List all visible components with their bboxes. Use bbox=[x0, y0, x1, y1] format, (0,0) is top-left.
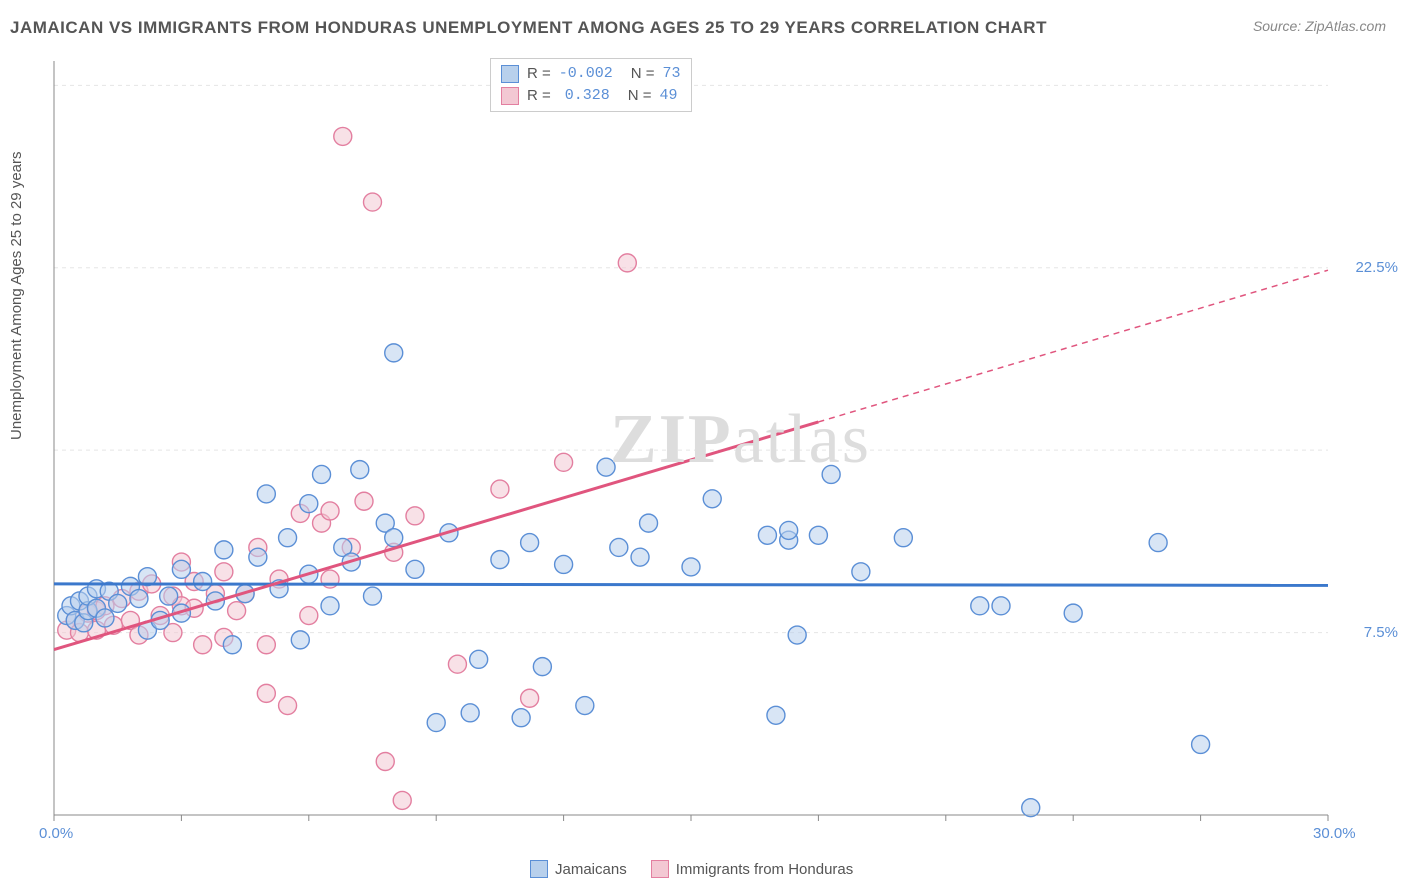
scatter-plot bbox=[48, 55, 1388, 835]
series2-swatch bbox=[651, 860, 669, 878]
series1-swatch bbox=[501, 65, 519, 83]
bottom-legend: Jamaicans Immigrants from Honduras bbox=[530, 860, 853, 878]
series2-swatch bbox=[501, 87, 519, 105]
y-tick-label: 22.5% bbox=[1355, 259, 1398, 276]
stats-row-2: R = 0.328 N = 49 bbox=[501, 85, 681, 107]
legend-label-1: Jamaicans bbox=[555, 861, 627, 878]
x-tick-label: 30.0% bbox=[1313, 825, 1356, 842]
stat-label: R = bbox=[527, 63, 551, 85]
stat-n-value-2: 49 bbox=[660, 85, 678, 107]
stats-row-1: R = -0.002 N = 73 bbox=[501, 63, 681, 85]
stat-r-value-2: 0.328 bbox=[565, 85, 610, 107]
stat-label: N = bbox=[628, 85, 652, 107]
stat-label: R = bbox=[527, 85, 551, 107]
legend-label-2: Immigrants from Honduras bbox=[676, 861, 854, 878]
source-label: Source: ZipAtlas.com bbox=[1253, 18, 1386, 34]
y-tick-label: 7.5% bbox=[1364, 624, 1398, 641]
correlation-stats-box: R = -0.002 N = 73 R = 0.328 N = 49 bbox=[490, 58, 692, 112]
stat-r-value-1: -0.002 bbox=[559, 63, 613, 85]
chart-title: JAMAICAN VS IMMIGRANTS FROM HONDURAS UNE… bbox=[10, 18, 1047, 38]
legend-item-1: Jamaicans bbox=[530, 860, 627, 878]
legend-item-2: Immigrants from Honduras bbox=[651, 860, 854, 878]
stat-n-value-1: 73 bbox=[663, 63, 681, 85]
series1-swatch bbox=[530, 860, 548, 878]
stat-label: N = bbox=[631, 63, 655, 85]
x-tick-label: 0.0% bbox=[39, 825, 73, 842]
y-axis-label: Unemployment Among Ages 25 to 29 years bbox=[8, 151, 25, 440]
chart-area bbox=[48, 55, 1388, 835]
